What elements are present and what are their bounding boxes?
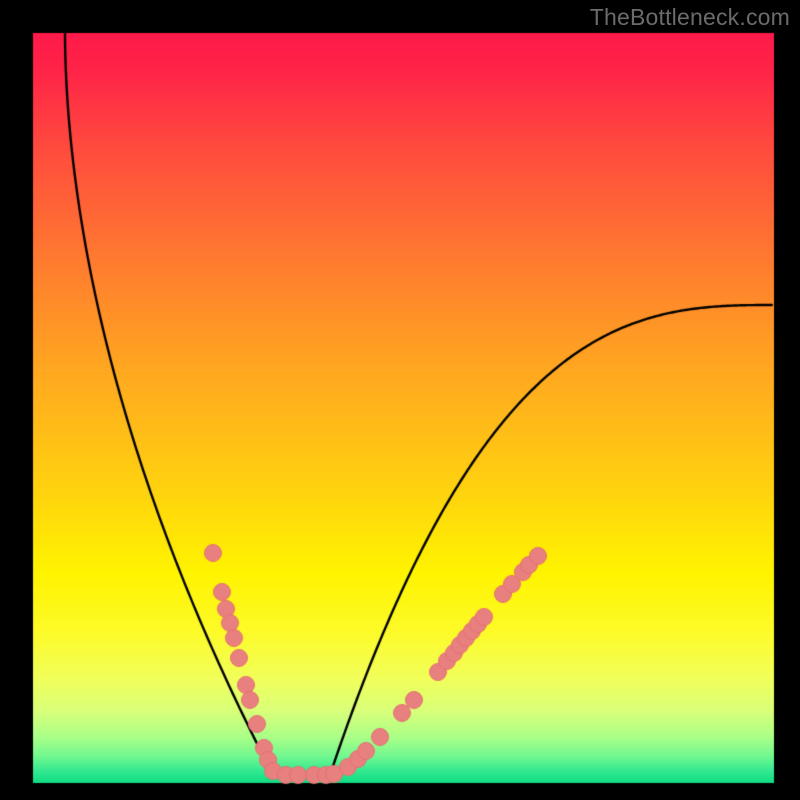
bottleneck-curve-layer (0, 0, 800, 800)
watermark-text: TheBottleneck.com (590, 4, 790, 31)
